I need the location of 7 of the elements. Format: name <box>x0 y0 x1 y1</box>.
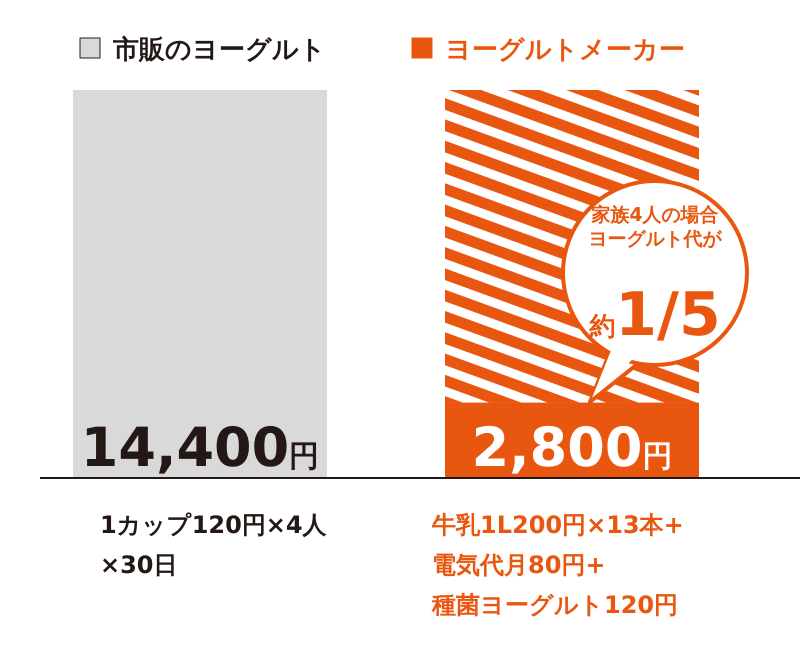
text: 1カップ120円×4人 ×30日 <box>100 511 328 579</box>
annotation: 家族4人の場合ヨーグルト代が <box>588 204 722 250</box>
data-label: 2,800円 <box>472 416 672 479</box>
legend-label: 市販のヨーグルト <box>112 35 326 65</box>
data-label: 14,400円 <box>80 416 320 479</box>
text: 牛乳1L200円×13本+ 電気代月80円+ 種菌ヨーグルト120円 <box>431 511 684 619</box>
legend-label: ヨーグルトメーカー <box>445 35 685 65</box>
